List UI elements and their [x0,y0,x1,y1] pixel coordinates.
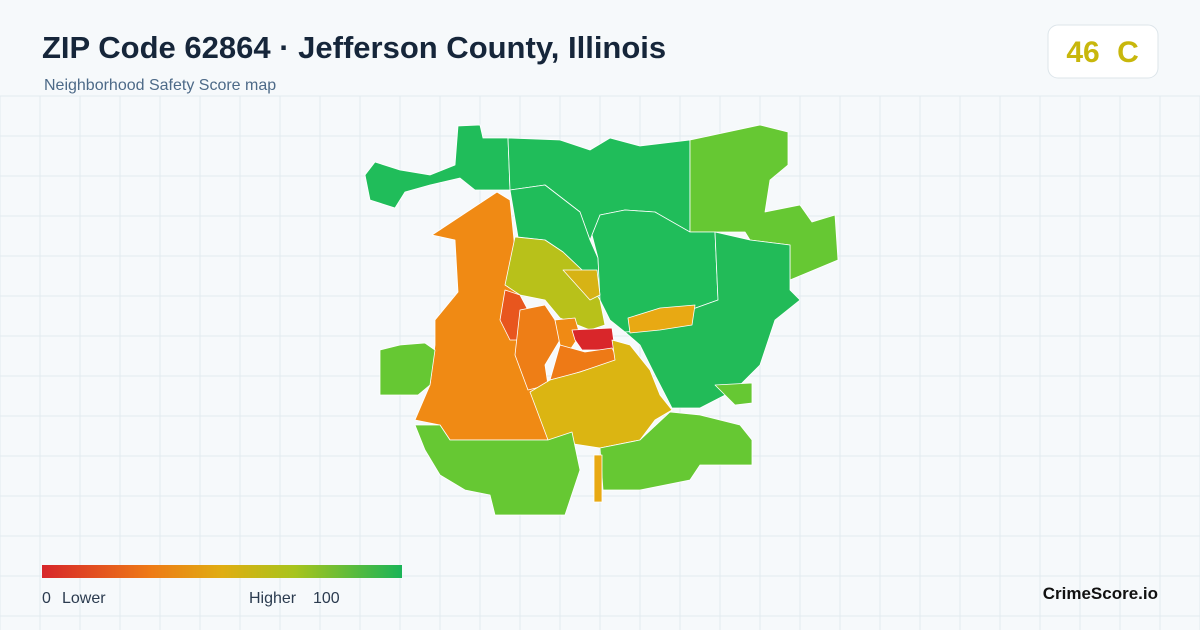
region [504,236,606,331]
score-grade: C [1117,36,1139,69]
score-value: 46 [1066,36,1099,69]
brand: CrimeScore.io [1043,584,1158,603]
legend-gradient [42,565,402,578]
region [689,124,839,281]
region [571,327,616,351]
subtitle: Neighborhood Safety Score map [44,77,276,94]
region [554,317,581,351]
region [593,454,603,503]
legend-max-label: Higher [249,590,297,607]
region [514,304,561,391]
zip-map [364,124,839,516]
legend-max: 100 [313,590,340,607]
legend-min: 0 [42,590,51,607]
title: ZIP Code 62864 · Jefferson County, Illin… [42,30,666,65]
region [364,124,511,209]
region [627,304,696,334]
score-badge [1047,24,1159,79]
legend-min-label: Lower [62,590,106,607]
region [379,342,436,396]
region [714,382,753,406]
region [562,269,601,301]
region [599,411,753,491]
region [414,424,581,516]
